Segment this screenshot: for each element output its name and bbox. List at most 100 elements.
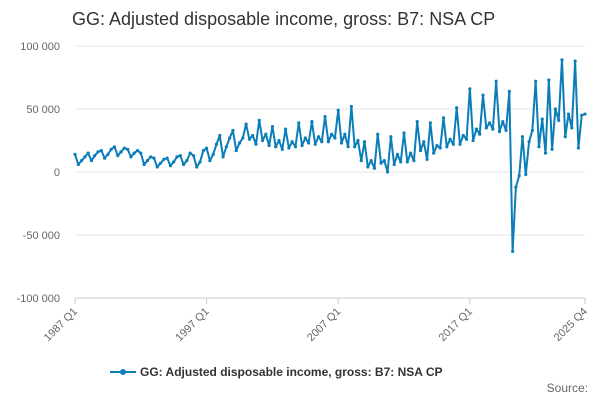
data-point[interactable] [165,156,169,160]
data-point[interactable] [73,152,77,156]
data-point[interactable] [122,146,126,150]
data-point[interactable] [405,160,409,164]
data-point[interactable] [399,160,403,164]
data-point[interactable] [468,87,472,91]
data-point[interactable] [560,58,564,62]
data-point[interactable] [247,137,251,141]
data-point[interactable] [445,145,449,149]
data-point[interactable] [116,154,120,158]
data-point[interactable] [208,159,212,163]
data-point[interactable] [76,162,80,167]
data-point[interactable] [119,150,123,154]
data-point[interactable] [369,159,373,163]
data-point[interactable] [478,132,482,136]
data-point[interactable] [517,174,521,178]
data-point[interactable] [293,145,298,149]
data-point[interactable] [326,140,330,144]
data-point[interactable] [283,127,288,131]
data-point[interactable] [241,136,245,140]
data-point[interactable] [234,148,238,153]
data-point[interactable] [385,170,390,174]
data-point[interactable] [540,117,544,121]
data-point[interactable] [221,155,225,159]
data-point[interactable] [451,142,455,146]
data-point[interactable] [435,143,439,148]
data-point[interactable] [211,152,215,156]
legend[interactable]: GG: Adjusted disposable income, gross: B… [110,365,443,379]
data-point[interactable] [139,151,143,155]
data-point[interactable] [557,118,561,122]
data-point[interactable] [99,148,103,153]
data-point[interactable] [392,162,396,167]
data-point[interactable] [359,159,363,163]
data-point[interactable] [287,146,291,150]
data-point[interactable] [432,151,436,155]
data-point[interactable] [524,172,528,177]
data-point[interactable] [96,150,100,154]
data-point[interactable] [145,159,149,163]
data-point[interactable] [132,151,136,155]
data-point[interactable] [307,141,311,145]
data-point[interactable] [214,142,219,146]
data-point[interactable] [372,166,377,170]
data-point[interactable] [172,160,176,164]
data-point[interactable] [260,138,265,143]
data-point[interactable] [464,137,469,141]
data-point[interactable] [494,79,498,83]
data-point[interactable] [267,143,271,148]
data-point[interactable] [514,185,518,189]
data-point[interactable] [106,152,110,156]
data-point[interactable] [228,136,232,140]
data-point[interactable] [343,132,347,136]
data-point[interactable] [185,159,189,163]
data-point[interactable] [438,146,442,150]
data-point[interactable] [481,93,485,97]
data-point[interactable] [409,151,413,155]
data-point[interactable] [93,154,97,158]
data-point[interactable] [333,136,337,140]
data-point[interactable] [237,141,242,145]
data-point[interactable] [310,120,314,124]
data-point[interactable] [563,135,567,139]
data-point[interactable] [323,114,327,119]
data-point[interactable] [218,133,222,138]
data-point[interactable] [244,122,248,126]
data-point[interactable] [491,127,495,131]
data-point[interactable] [277,138,281,143]
data-point[interactable] [224,145,228,149]
data-point[interactable] [566,112,571,116]
data-point[interactable] [537,145,541,149]
data-point[interactable] [251,133,255,138]
data-point[interactable] [415,120,419,124]
data-point[interactable] [395,152,400,156]
data-point[interactable] [520,135,525,139]
data-point[interactable] [412,159,416,163]
data-point[interactable] [550,147,554,151]
data-point[interactable] [142,162,146,167]
data-point[interactable] [580,113,584,117]
data-point[interactable] [570,126,574,130]
data-point[interactable] [534,79,538,83]
data-point[interactable] [129,155,133,159]
data-point[interactable] [86,151,90,155]
data-point[interactable] [280,147,284,151]
data-point[interactable] [103,156,107,160]
data-point[interactable] [175,155,179,159]
data-point[interactable] [201,148,205,153]
data-point[interactable] [257,118,261,122]
data-point[interactable] [382,159,386,163]
data-point[interactable] [188,151,192,155]
data-point[interactable] [461,133,465,138]
data-point[interactable] [349,104,353,109]
data-point[interactable] [303,136,307,140]
data-point[interactable] [583,112,587,116]
data-point[interactable] [198,160,202,164]
data-point[interactable] [152,156,156,160]
data-point[interactable] [458,142,462,146]
data-point[interactable] [553,107,557,111]
data-point[interactable] [109,147,113,151]
data-point[interactable] [353,145,357,149]
data-point[interactable] [330,132,334,136]
data-point[interactable] [231,128,235,133]
data-point[interactable] [89,159,94,163]
